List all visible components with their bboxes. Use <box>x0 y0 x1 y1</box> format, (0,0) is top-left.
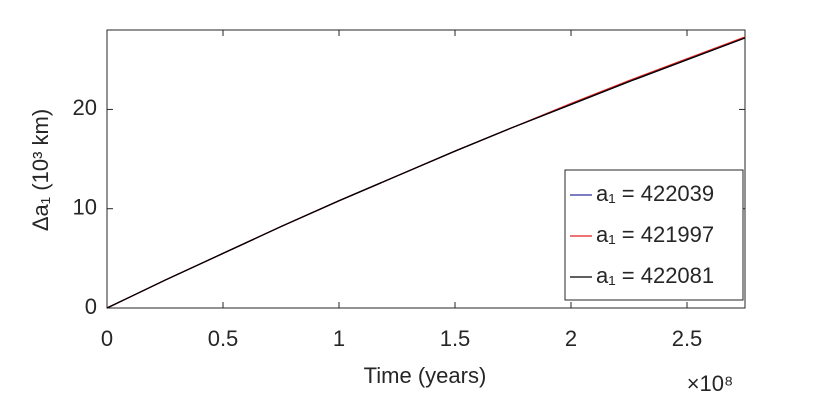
y-axis-label: Δa₁ (10³ km) <box>28 109 53 231</box>
y-tick-label: 10 <box>73 195 97 220</box>
x-tick-label: 1.5 <box>440 326 471 351</box>
legend-label: a₁ = 422039 <box>596 181 714 206</box>
legend-label: a₁ = 422081 <box>596 263 714 288</box>
x-tick-label: 2.5 <box>672 326 703 351</box>
x-multiplier: ×10⁸ <box>687 371 734 396</box>
x-tick-label: 2 <box>565 326 577 351</box>
x-axis-label: Time (years) <box>364 363 487 388</box>
x-tick-label: 1 <box>333 326 345 351</box>
legend-label: a₁ = 421997 <box>596 222 714 247</box>
y-tick-label: 0 <box>85 294 97 319</box>
legend-box <box>564 169 744 301</box>
series-line <box>106 37 746 309</box>
x-tick-label: 0.5 <box>208 326 239 351</box>
y-tick-label: 20 <box>73 95 97 120</box>
x-tick-label: 0 <box>101 326 113 351</box>
